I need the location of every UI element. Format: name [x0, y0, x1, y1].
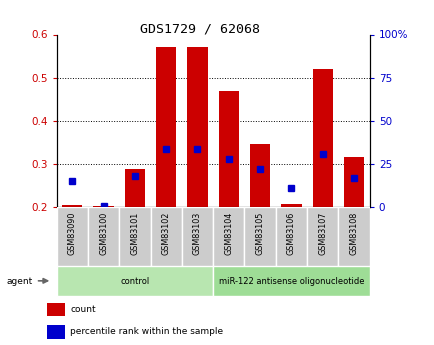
FancyBboxPatch shape — [213, 266, 369, 296]
FancyBboxPatch shape — [150, 207, 181, 266]
FancyBboxPatch shape — [181, 207, 213, 266]
FancyBboxPatch shape — [119, 207, 150, 266]
FancyBboxPatch shape — [306, 207, 338, 266]
FancyBboxPatch shape — [88, 207, 119, 266]
Bar — [93, 206, 113, 207]
Bar — [62, 205, 82, 207]
Text: GSM83100: GSM83100 — [99, 212, 108, 255]
Bar — [281, 204, 301, 207]
Text: GSM83108: GSM83108 — [349, 212, 358, 255]
Text: GSM83105: GSM83105 — [255, 212, 264, 255]
Bar — [47, 325, 64, 339]
FancyBboxPatch shape — [56, 266, 213, 296]
Text: GDS1729 / 62068: GDS1729 / 62068 — [140, 22, 260, 36]
Bar — [218, 91, 238, 207]
Text: percentile rank within the sample: percentile rank within the sample — [70, 327, 223, 336]
Bar — [312, 69, 332, 207]
Bar — [187, 47, 207, 207]
FancyBboxPatch shape — [244, 207, 275, 266]
Text: agent: agent — [6, 277, 32, 286]
Bar — [156, 47, 176, 207]
Text: GSM83090: GSM83090 — [68, 212, 76, 255]
Text: GSM83107: GSM83107 — [318, 212, 326, 255]
FancyBboxPatch shape — [56, 207, 88, 266]
FancyBboxPatch shape — [275, 207, 306, 266]
Bar — [250, 145, 270, 207]
Bar — [343, 157, 363, 207]
FancyBboxPatch shape — [213, 207, 244, 266]
Text: GSM83106: GSM83106 — [286, 212, 295, 255]
Text: GSM83104: GSM83104 — [224, 212, 233, 255]
FancyBboxPatch shape — [338, 207, 369, 266]
Text: GSM83102: GSM83102 — [161, 212, 170, 255]
Text: GSM83101: GSM83101 — [130, 212, 139, 255]
Text: control: control — [120, 277, 149, 286]
Text: count: count — [70, 305, 96, 314]
Bar — [125, 169, 145, 207]
Text: miR-122 antisense oligonucleotide: miR-122 antisense oligonucleotide — [218, 277, 363, 286]
Text: GSM83103: GSM83103 — [193, 212, 201, 255]
Bar — [47, 303, 64, 316]
